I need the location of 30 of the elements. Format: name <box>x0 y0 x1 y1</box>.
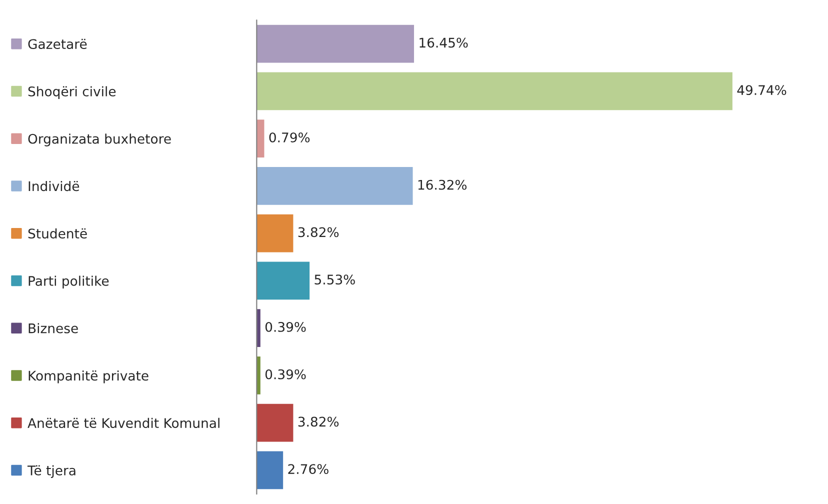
data-label: 16.45% <box>420 38 468 48</box>
y-tick-label: Organizata buxhetore <box>28 134 171 146</box>
bar <box>256 309 260 348</box>
data-label: 2.76% <box>288 464 328 474</box>
data-label: 0.79% <box>269 132 310 142</box>
y-tick-label: Të tjera <box>27 465 76 478</box>
bar <box>256 356 260 394</box>
data-label: 5.53% <box>314 274 355 285</box>
data-label: 0.39% <box>265 369 306 380</box>
y-tick-label: Parti politike <box>28 276 109 288</box>
bar <box>256 24 414 63</box>
y-tick-label: Biznese <box>28 323 78 334</box>
bar <box>256 404 294 442</box>
y-tick-label: Shoqëri civile <box>28 86 116 99</box>
y-tick-label: Gazetarë <box>28 38 87 50</box>
bar <box>256 262 310 300</box>
y-tick-label: Individë <box>28 180 80 192</box>
data-label: 0.39% <box>265 322 306 332</box>
bar <box>256 120 264 158</box>
data-label: 49.74% <box>737 85 786 96</box>
data-label: 3.82% <box>298 416 339 427</box>
y-tick-label: Anëtarë të Kuvendit Komunal <box>28 418 220 428</box>
y-tick-label: Kompanitë private <box>28 370 148 384</box>
bar <box>256 451 284 490</box>
bar <box>256 214 294 252</box>
data-label: 16.32% <box>418 180 467 190</box>
y-tick-label: Studentë <box>28 228 87 239</box>
data-label: 3.82% <box>298 227 339 238</box>
bar <box>256 72 732 110</box>
bar <box>256 167 413 205</box>
